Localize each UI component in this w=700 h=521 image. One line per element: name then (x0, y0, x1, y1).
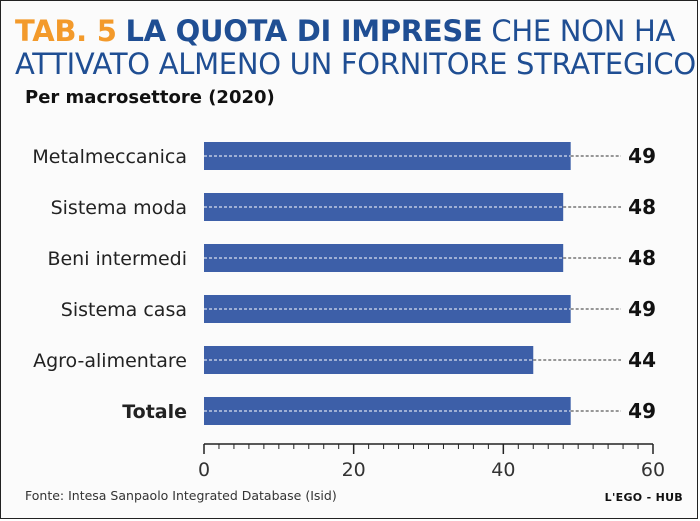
x-tick-label: 40 (491, 459, 515, 481)
value-label: 49 (628, 144, 656, 168)
title-bold: LA QUOTA DI IMPRESE (125, 14, 483, 48)
title-line-1: TAB. 5 LA QUOTA DI IMPRESE CHE NON HA (15, 15, 696, 48)
bar (204, 346, 534, 374)
x-tick-label: 0 (198, 459, 210, 481)
category-label: Beni intermedi (47, 248, 187, 270)
value-label: 49 (628, 399, 656, 423)
value-label: 48 (628, 195, 656, 219)
title-line-2: ATTIVATO ALMENO UN FORNITORE STRATEGICO (15, 47, 696, 81)
value-label: 48 (628, 246, 656, 270)
bar (204, 193, 564, 221)
category-label: Sistema casa (61, 299, 187, 321)
category-label: Totale (122, 401, 187, 423)
brand-logo: L'EGO - HUB (604, 491, 683, 504)
tab-label: TAB. 5 (15, 14, 117, 48)
chart-title: TAB. 5 LA QUOTA DI IMPRESE CHE NON HA AT… (15, 15, 696, 81)
category-label: Sistema moda (51, 197, 187, 219)
source-note: Fonte: Intesa Sanpaolo Integrated Databa… (25, 488, 337, 503)
bar-chart: Metalmeccanica 49 Sistema moda 48 Beni inter… (32, 142, 665, 481)
value-label: 49 (628, 297, 656, 321)
value-label: 44 (628, 348, 656, 372)
title-light-1: CHE NON HA (491, 14, 676, 48)
x-tick-label: 20 (342, 459, 366, 481)
bar (204, 244, 564, 272)
x-tick-label: 60 (641, 459, 665, 481)
category-label: Metalmeccanica (32, 146, 187, 168)
chart-subtitle: Per macrosettore (2020) (25, 87, 275, 108)
category-label: Agro-alimentare (33, 350, 187, 372)
